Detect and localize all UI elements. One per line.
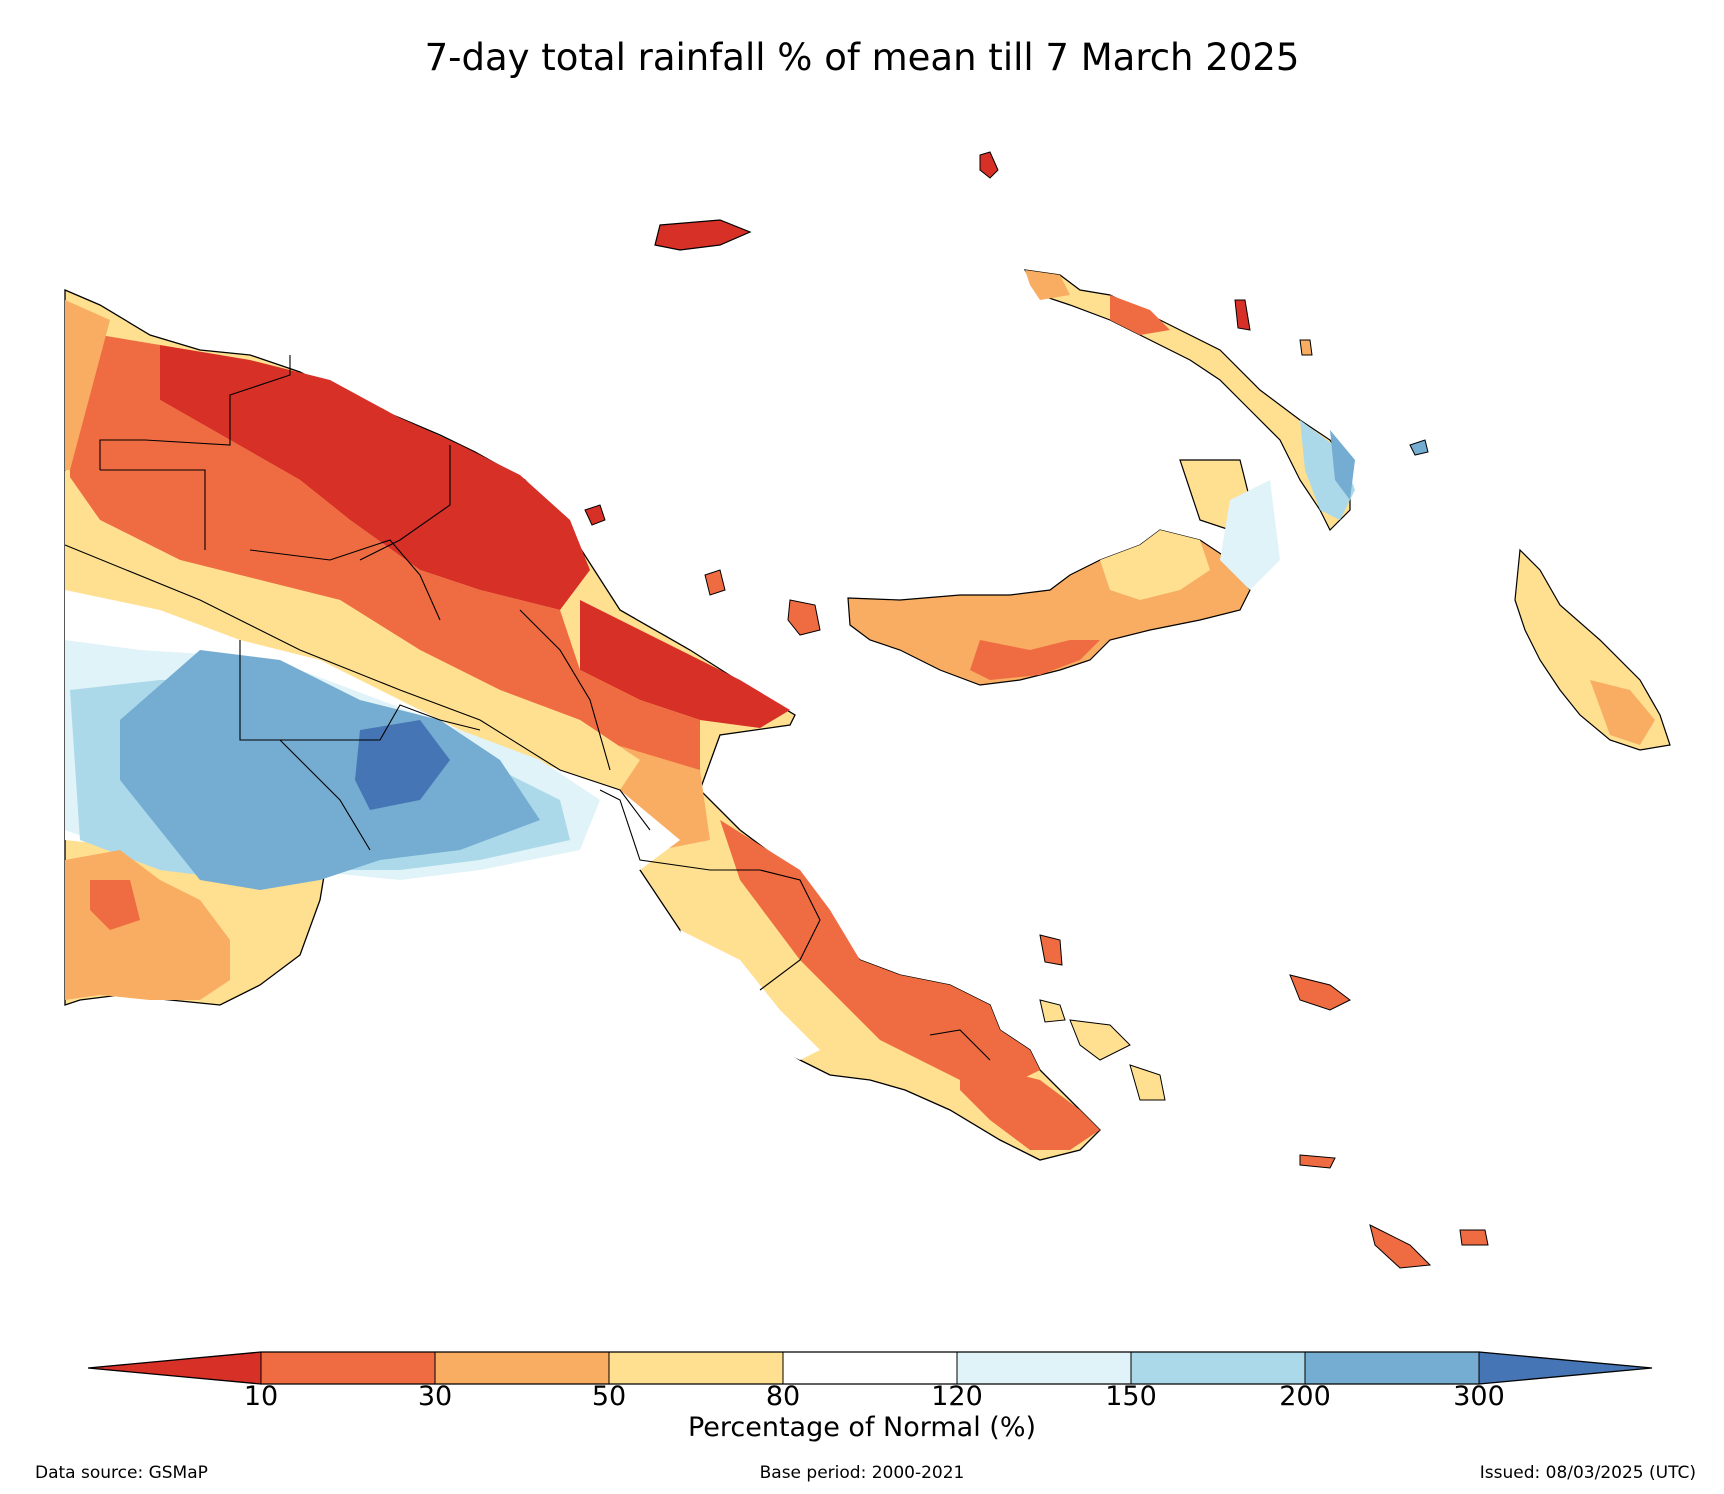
- colorbar-extend-low: [88, 1352, 261, 1384]
- colorbar-tick: 200: [1279, 1381, 1331, 1412]
- colorbar-tick: 30: [417, 1381, 453, 1412]
- issued-date-note: Issued: 08/03/2025 (UTC): [1479, 1463, 1696, 1483]
- colorbar-bin-80-120: [783, 1352, 957, 1384]
- zone-lt10-north: [160, 345, 590, 610]
- new-britain: [847, 459, 1280, 686]
- data-source-note: Data source: GSMaP: [35, 1463, 208, 1483]
- ni-zone-200-300: [1330, 430, 1355, 500]
- colorbar-extend-high: [1479, 1352, 1652, 1384]
- bougainville: [1514, 548, 1671, 751]
- map-title: 7-day total rainfall % of mean till 7 Ma…: [424, 36, 1300, 79]
- island-feni: [1409, 439, 1429, 456]
- colorbar-tick: 150: [1105, 1381, 1157, 1412]
- zone-30-50-west: [65, 300, 110, 470]
- colorbar-bin-200-300: [1305, 1352, 1479, 1384]
- colorbar-bin-120-150: [957, 1352, 1131, 1384]
- island-tagula: [1369, 1224, 1432, 1269]
- ni-zone-10-30: [1110, 295, 1170, 335]
- small-islands: [584, 151, 1489, 1269]
- ni-zone-150-200: [1300, 420, 1355, 520]
- zone-10-30-tip: [960, 1060, 1100, 1150]
- zone-10-30-north: [70, 330, 700, 770]
- colorbar-bin-10-30: [261, 1352, 435, 1384]
- manus-island: [654, 219, 752, 251]
- colorbar-bin-150-200: [1131, 1352, 1305, 1384]
- zone-lt10-east: [580, 600, 790, 728]
- colorbar-bin-30-50: [435, 1352, 609, 1384]
- colorbar-tick: 80: [765, 1381, 801, 1412]
- island-trobriand: [1039, 934, 1063, 966]
- island-normanby: [1129, 1064, 1166, 1101]
- zone-50-80-band: [65, 470, 640, 790]
- base-period-note: Base period: 2000-2021: [759, 1463, 965, 1483]
- island-tabar: [1234, 299, 1251, 331]
- island-rossel: [1459, 1229, 1489, 1246]
- island-lihir: [1299, 339, 1313, 356]
- zone-200-300: [120, 650, 540, 890]
- island-woodlark: [1289, 974, 1351, 1011]
- zone-gt300: [355, 720, 450, 810]
- island-long: [704, 569, 726, 596]
- colorbar-tick: 300: [1453, 1381, 1505, 1412]
- zone-10-30-southwest: [90, 880, 140, 930]
- colorbar-tick: 10: [243, 1381, 279, 1412]
- colorbar-tick: 50: [591, 1381, 627, 1412]
- new-ireland-outline: [1023, 269, 1351, 532]
- colorbar-tick: 120: [931, 1381, 983, 1412]
- ni-zone-30-50: [1025, 270, 1070, 300]
- mainland-png: [64, 289, 1101, 1161]
- nb-zone-10-30: [970, 640, 1100, 680]
- island-wuvulu: [979, 151, 999, 179]
- zone-80-120-south: [680, 930, 820, 1060]
- island-misima: [1299, 1154, 1336, 1169]
- island-goodenough: [1039, 999, 1066, 1023]
- colorbar-dividers: [260, 1352, 1480, 1384]
- nb-zone-50-80: [1100, 530, 1210, 600]
- new-ireland: [1023, 269, 1355, 532]
- bv-zone-30-50: [1590, 680, 1655, 745]
- nb-zone-120-150: [1220, 480, 1280, 590]
- zone-10-30-peninsula: [720, 820, 1040, 1090]
- colorbar-label: Percentage of Normal (%): [687, 1412, 1037, 1443]
- island-umboi: [787, 599, 821, 636]
- colorbar-bin-50-80: [609, 1352, 783, 1384]
- island-fergusson: [1069, 1019, 1131, 1061]
- island-karkar: [584, 504, 606, 526]
- province-borders: [64, 355, 991, 1061]
- colorbar: [87, 1351, 1653, 1385]
